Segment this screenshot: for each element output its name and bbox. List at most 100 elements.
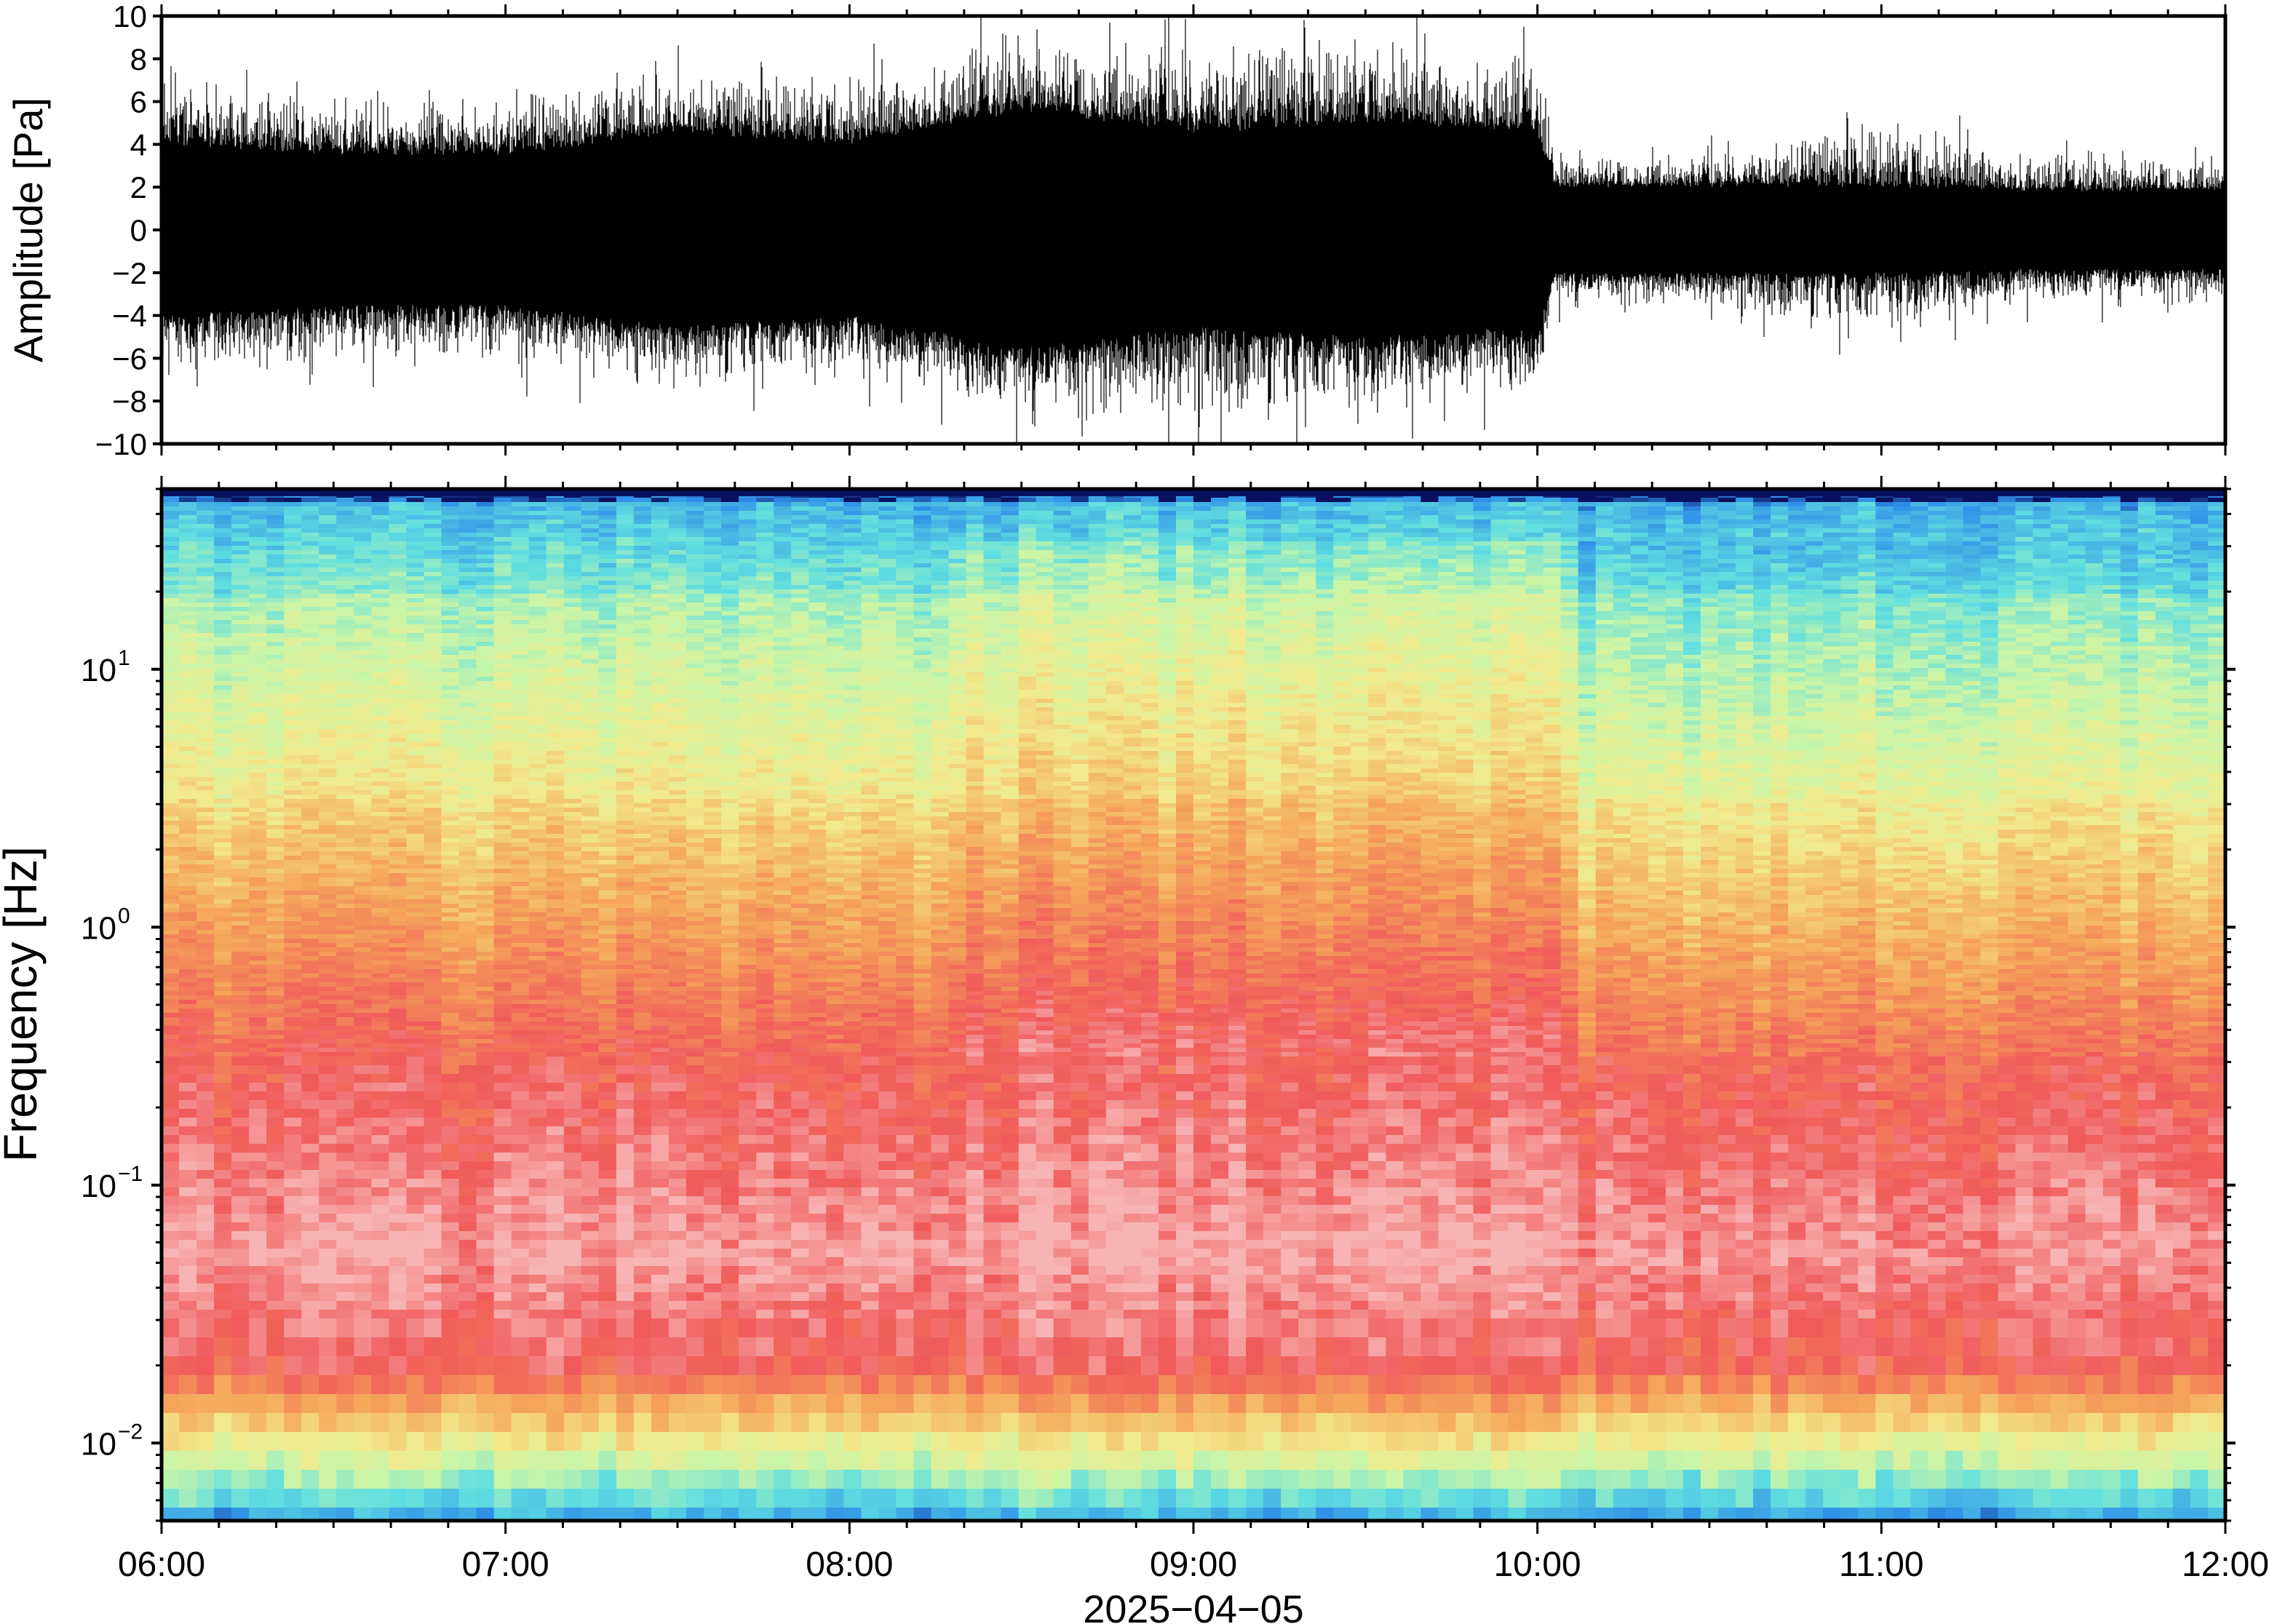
spectrogram-cell [616,611,635,616]
spectrogram-cell [407,808,425,813]
spectrogram-cell [266,886,285,891]
spectrogram-cell [459,1283,477,1293]
spectrogram-cell [616,716,635,721]
spectrogram-cell [424,834,442,839]
spectrogram-cell [494,1161,512,1171]
spectrogram-cell [459,995,477,1000]
spectrogram-cell [179,498,197,503]
spectrogram-cell [284,873,302,878]
spectrogram-cell [494,1065,512,1075]
spectrogram-cell [616,1030,635,1035]
spectrogram-cell [581,1100,600,1110]
spectrogram-cell [319,956,337,961]
spectrogram-cell [599,864,617,869]
spectrogram-cell [249,703,267,708]
spectrogram-cell [424,1008,442,1014]
spectrogram-cell [581,843,600,848]
spectrogram-cell [494,1026,512,1031]
spectrogram-cell [231,1118,250,1127]
spectrogram-cell [162,838,180,843]
spectrogram-cell [266,1179,285,1188]
spectrogram-cell [529,1292,547,1302]
spectrogram-cell [266,659,285,664]
spectrogram-cell [424,1083,442,1092]
spectrogram-cell [477,690,495,695]
spectrogram-cell [301,594,319,599]
spectrogram-cell [371,633,389,638]
spectrogram-cell [599,550,617,555]
spectrogram-cell [214,834,232,839]
spectrogram-cell [371,616,389,621]
spectrogram-cell [477,1004,495,1009]
spectrogram-cell [354,1091,372,1101]
spectrogram-cell [284,1056,302,1066]
spectrogram-cell [389,690,407,695]
spectrogram-cell [371,712,389,717]
spectrogram-cell [616,1292,635,1302]
spectrogram-cell [512,707,530,712]
spectrogram-cell [459,611,477,616]
spectrogram-cell [547,1065,565,1075]
spectrogram-cell [581,633,600,638]
spectrogram-cell [231,659,250,664]
spectrogram-cell [477,939,495,944]
spectrogram-cell [634,528,652,533]
spectrogram-cell [179,607,197,612]
spectrogram-cell [442,1100,460,1110]
waveform-y-tick-label: 6 [130,85,147,119]
spectrogram-cell [547,1222,565,1232]
spectrogram-cell [616,624,635,629]
spectrogram-cell [389,698,407,704]
spectrogram-cell [214,681,232,686]
spectrogram-cell [389,694,407,699]
spectrogram-cell [371,742,389,747]
spectrogram-cell [564,1161,582,1171]
spectrogram-cell [336,917,354,922]
spectrogram-cell [389,550,407,555]
spectrogram-cell [389,838,407,843]
spectrogram-cell [231,1337,250,1357]
spectrogram-cell [477,908,495,913]
spectrogram-cell [214,642,232,647]
spectrogram-cell [564,1035,582,1040]
spectrogram-cell [179,1017,197,1022]
spectrogram-cell [477,891,495,896]
spectrogram-cell [196,1214,215,1223]
spectrogram-cell [529,685,547,690]
spectrogram-cell [336,712,354,717]
spectrogram-cell [512,528,530,533]
spectrogram-cell [162,725,180,730]
spectrogram-cell [301,851,319,856]
spectrogram-cell [459,991,477,996]
spectrogram-cell [599,1052,617,1057]
spectrogram-cell [389,1187,407,1197]
spectrogram-cell [284,672,302,677]
spectrogram-cell [651,803,669,808]
spectrogram-cell [389,563,407,568]
spectrogram-cell [179,698,197,704]
spectrogram-cell [214,899,232,904]
spectrogram-cell [284,659,302,664]
spectrogram-cell [564,694,582,699]
spectrogram-cell [162,764,180,769]
spectrogram-cell [564,912,582,918]
spectrogram-cell [389,895,407,900]
spectrogram-cell [196,873,215,878]
spectrogram-cell [162,978,180,983]
spectrogram-cell [477,1000,495,1005]
spectrogram-cell [494,668,512,673]
spectrogram-cell [231,799,250,804]
spectrogram-cell [389,554,407,560]
spectrogram-cell [616,869,635,874]
spectrogram-cell [512,877,530,883]
spectrogram-cell [634,659,652,664]
spectrogram-cell [651,917,669,922]
spectrogram-cell [196,594,215,599]
spectrogram-cell [162,498,180,503]
spectrogram-cell [371,1205,389,1214]
spectrogram-cell [651,812,669,817]
spectrogram-cell [477,860,495,865]
spectrogram-cell [249,498,267,503]
spectrogram-cell [319,1144,337,1153]
spectrogram-cell [581,904,600,909]
